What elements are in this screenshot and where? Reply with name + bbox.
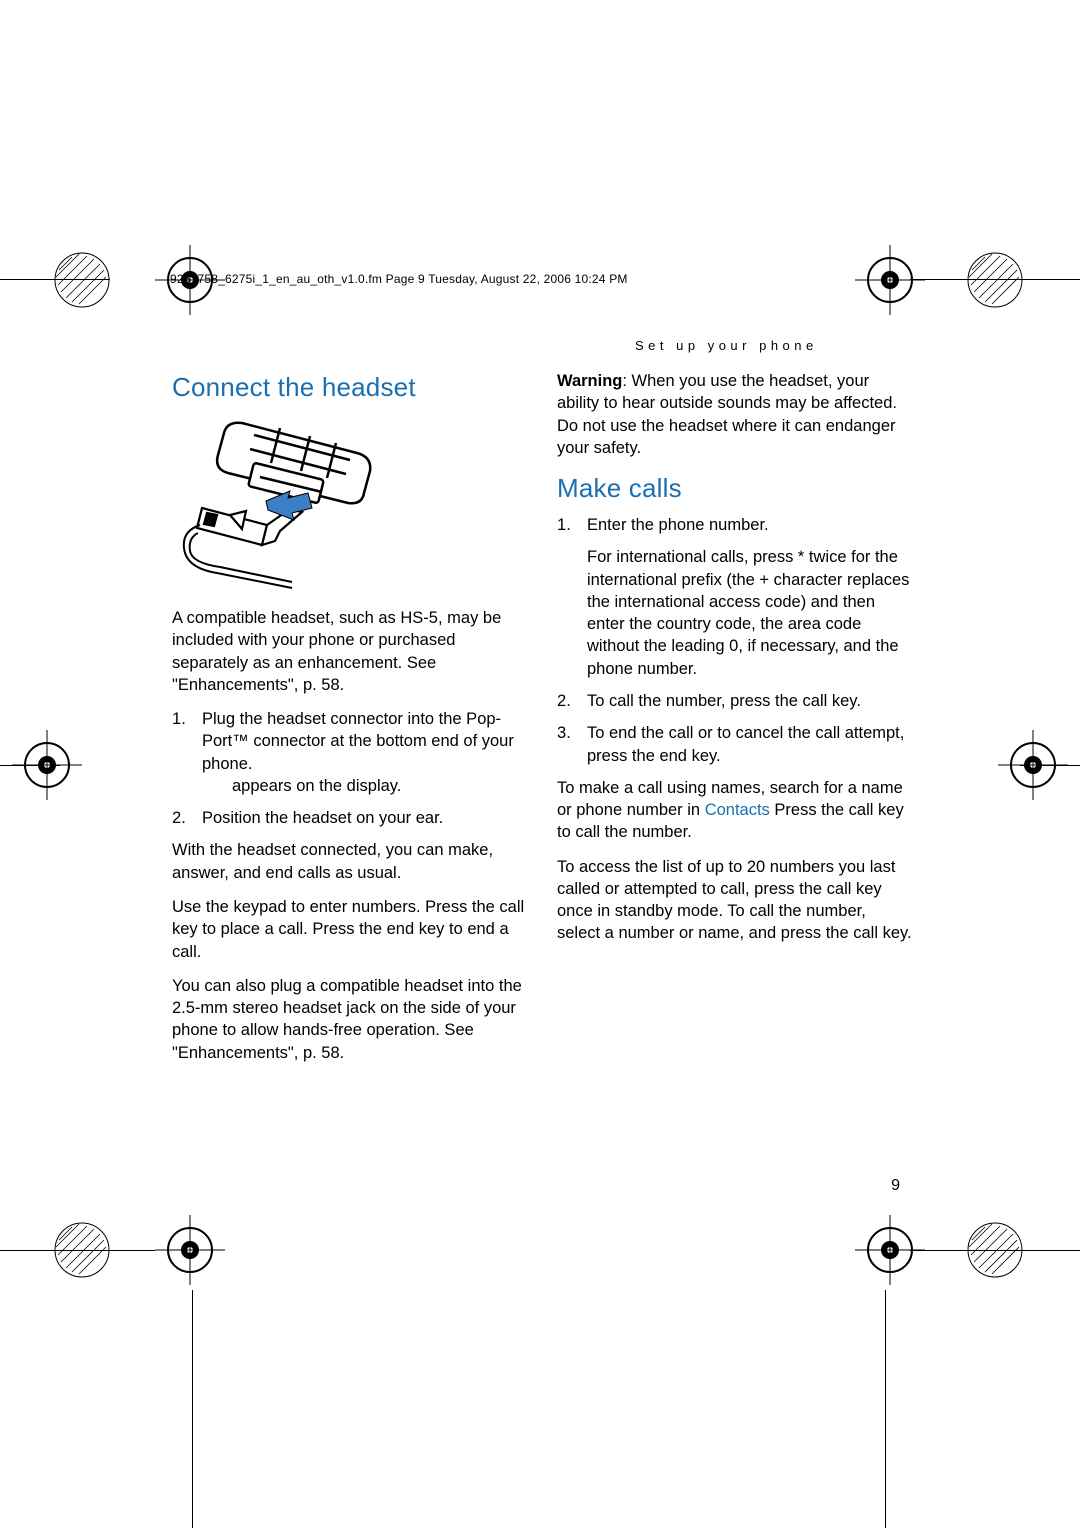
left-steps: Plug the headset connector into the Pop-…	[172, 708, 527, 829]
registration-mark-icon	[965, 1220, 1025, 1280]
target-mark-icon	[855, 245, 925, 315]
content-columns: Connect the headset	[172, 370, 912, 1076]
crop-line	[885, 1290, 886, 1528]
registration-mark-icon	[52, 1220, 112, 1280]
target-mark-icon	[155, 1215, 225, 1285]
running-header: Set up your phone	[635, 338, 818, 353]
step-text: Position the headset on your ear.	[202, 809, 443, 827]
body-paragraph: To access the list of up to 20 numbers y…	[557, 856, 912, 945]
step-text: To call the number, press the call key.	[587, 692, 861, 710]
body-paragraph: You can also plug a compatible headset i…	[172, 975, 527, 1064]
page-number: 9	[891, 1177, 900, 1195]
step-text: To end the call or to cancel the call at…	[587, 724, 904, 764]
step-text: Enter the phone number.	[587, 516, 769, 534]
right-column: Warning: When you use the headset, your …	[557, 370, 912, 1076]
headset-illustration	[172, 413, 382, 593]
contacts-link[interactable]: Contacts	[705, 801, 770, 819]
step-text: Plug the headset connector into the Pop-…	[202, 710, 514, 773]
section-heading-connect: Connect the headset	[172, 370, 527, 405]
body-paragraph: To make a call using names, search for a…	[557, 777, 912, 844]
right-step-1: Enter the phone number. For internationa…	[557, 514, 912, 680]
target-mark-icon	[855, 1215, 925, 1285]
body-paragraph: Use the keypad to enter numbers. Press t…	[172, 896, 527, 963]
target-mark-icon	[12, 730, 82, 800]
file-header-text: 9251758_6275i_1_en_au_oth_v1.0.fm Page 9…	[170, 272, 628, 286]
intro-paragraph: A compatible headset, such as HS-5, may …	[172, 607, 527, 696]
left-step-1: Plug the headset connector into the Pop-…	[172, 708, 527, 797]
left-step-2: Position the headset on your ear.	[172, 807, 527, 829]
manual-page: 9251758_6275i_1_en_au_oth_v1.0.fm Page 9…	[0, 0, 1080, 1527]
crop-line	[192, 1290, 193, 1528]
body-paragraph: With the headset connected, you can make…	[172, 839, 527, 884]
step-sub: appears on the display.	[202, 775, 527, 797]
left-column: Connect the headset	[172, 370, 527, 1076]
registration-mark-icon	[52, 250, 112, 310]
registration-mark-icon	[965, 250, 1025, 310]
right-steps: Enter the phone number. For internationa…	[557, 514, 912, 767]
warning-paragraph: Warning: When you use the headset, your …	[557, 370, 912, 459]
section-heading-make-calls: Make calls	[557, 471, 912, 506]
right-step-2: To call the number, press the call key.	[557, 690, 912, 712]
target-mark-icon	[998, 730, 1068, 800]
right-step-3: To end the call or to cancel the call at…	[557, 722, 912, 767]
warning-label: Warning	[557, 372, 622, 390]
step-sub: For international calls, press * twice f…	[587, 546, 912, 680]
